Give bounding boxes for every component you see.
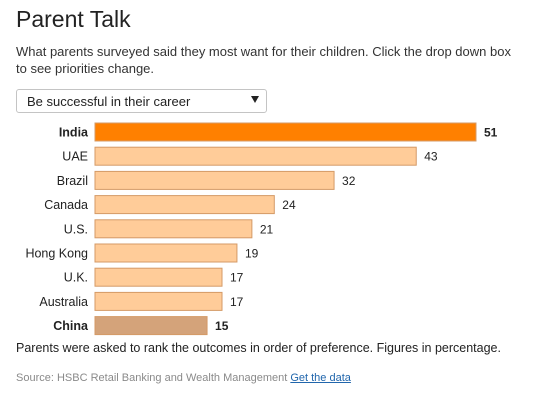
bar-hong-kong	[94, 243, 238, 263]
value-label: 15	[215, 319, 229, 333]
value-label: 43	[424, 150, 438, 164]
category-label: India	[59, 126, 89, 140]
category-label: Brazil	[57, 174, 88, 188]
value-label: 51	[484, 126, 498, 140]
dropdown-arrow-icon	[251, 96, 259, 103]
value-label: 32	[342, 174, 356, 188]
value-label: 21	[260, 222, 274, 236]
bar-u-s	[94, 219, 253, 239]
bar-uae	[94, 146, 417, 166]
bar-brazil	[94, 170, 335, 190]
value-label: 17	[230, 271, 244, 285]
chart-footnote: Parents were asked to rank the outcomes …	[16, 341, 501, 355]
value-label: 24	[282, 198, 296, 212]
chart-title: Parent Talk	[16, 6, 131, 32]
priority-dropdown[interactable]: Be successful in their career	[16, 89, 267, 113]
dropdown-selected-value: Be successful in their career	[27, 94, 191, 109]
bar-india	[94, 122, 477, 142]
category-label: U.K.	[64, 271, 88, 285]
bar-australia	[94, 291, 223, 311]
bar-chart: India 51 UAE 43 Brazil 32 Canada 24 U.S. 21 Hong K…	[25, 122, 498, 336]
category-label: China	[53, 319, 89, 333]
bar-china	[94, 316, 208, 336]
value-label: 17	[230, 295, 244, 309]
category-label: Australia	[39, 295, 88, 309]
value-label: 19	[245, 247, 259, 261]
category-label: Canada	[44, 198, 88, 212]
get-data-link[interactable]: Get the data	[290, 372, 351, 384]
source-line: Source: HSBC Retail Banking and Wealth M…	[16, 372, 351, 384]
bar-u-k	[94, 267, 223, 287]
category-label: U.S.	[64, 222, 88, 236]
chart-subtitle: What parents surveyed said they most wan…	[16, 44, 511, 76]
category-label: Hong Kong	[25, 247, 88, 261]
source-text: Source: HSBC Retail Banking and Wealth M…	[16, 372, 288, 384]
bar-canada	[94, 195, 275, 215]
category-label: UAE	[62, 150, 88, 164]
